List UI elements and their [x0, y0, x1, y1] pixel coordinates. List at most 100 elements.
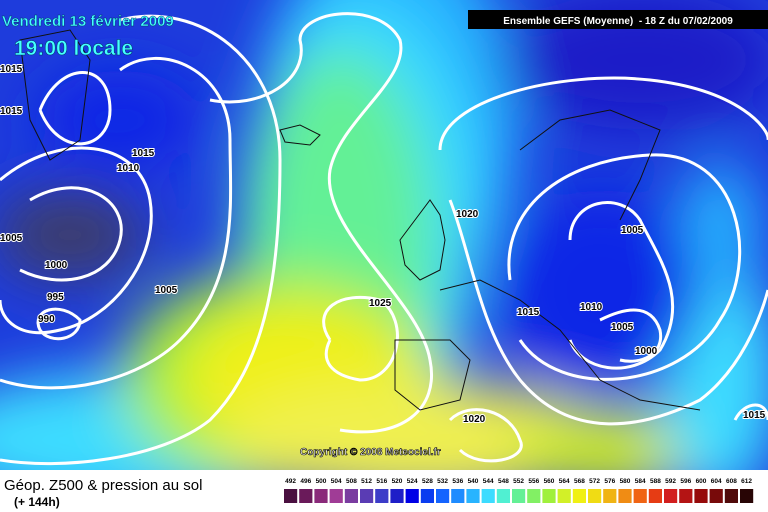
isobar — [209, 12, 433, 434]
scale-label: 560 — [544, 478, 555, 485]
isobar-label: 1005 — [611, 322, 634, 333]
scale-label: 512 — [361, 478, 372, 485]
scale-swatch — [299, 489, 313, 503]
coastlines — [19, 29, 701, 411]
scale-swatch — [390, 489, 404, 503]
scale-swatch — [329, 489, 343, 503]
scale-label: 572 — [589, 478, 600, 485]
scale-label: 544 — [483, 478, 494, 485]
isobar — [322, 295, 399, 382]
scale-label: 492 — [285, 478, 296, 485]
isobar-label: 1015 — [0, 64, 23, 75]
scale-label: 524 — [407, 478, 418, 485]
coastline — [519, 109, 661, 221]
model-banner — [468, 10, 768, 29]
scale-label: 608 — [726, 478, 737, 485]
isobar — [36, 307, 82, 341]
scale-swatch — [542, 489, 556, 503]
isobar-label: 995 — [47, 292, 64, 303]
isobar-label: 1025 — [369, 298, 392, 309]
footer-subtitle: (+ 144h) — [14, 495, 60, 509]
scale-swatch — [451, 489, 465, 503]
isobar — [448, 199, 768, 426]
scale-label: 520 — [392, 478, 403, 485]
isobar — [438, 76, 768, 151]
scale-swatch — [633, 489, 647, 503]
scale-label: 540 — [468, 478, 479, 485]
scale-swatch — [740, 489, 754, 503]
scale-label: 508 — [346, 478, 357, 485]
isobar — [38, 71, 112, 146]
isobar-label: 990 — [38, 314, 55, 325]
scale-label: 588 — [650, 478, 661, 485]
scale-swatch — [481, 489, 495, 503]
scale-label: 556 — [528, 478, 539, 485]
scale-swatch — [527, 489, 541, 503]
scale-swatch — [709, 489, 723, 503]
scale-swatch — [375, 489, 389, 503]
isobar-label: 1015 — [132, 148, 155, 159]
scale-swatch — [588, 489, 602, 503]
scale-label: 548 — [498, 478, 509, 485]
scale-label: 568 — [574, 478, 585, 485]
scale-swatch — [679, 489, 693, 503]
scale-swatch — [648, 489, 662, 503]
scale-label: 600 — [696, 478, 707, 485]
isobar-label: 1020 — [463, 414, 486, 425]
isobar-label: 1015 — [743, 410, 766, 421]
copyright: Copyright © 2008 Meteociel.fr — [300, 447, 441, 458]
isobar — [0, 56, 233, 390]
isobar — [448, 408, 523, 463]
scale-swatch — [618, 489, 632, 503]
isobar-labels: 1015 1015 1015 1010 1005 1000 1005 995 990 1025 10… — [0, 63, 767, 426]
scale-swatch — [694, 489, 708, 503]
scale-label: 612 — [741, 478, 752, 485]
isobar-label: 1015 — [517, 307, 540, 318]
scale-label: 528 — [422, 478, 433, 485]
weather-map: Ensemble GEFS (Moyenne) - 18 Z du 07/02/… — [0, 0, 768, 470]
scale-label: 604 — [711, 478, 722, 485]
scale-label: 532 — [437, 478, 448, 485]
scale-label: 576 — [604, 478, 615, 485]
scale-swatch — [344, 489, 358, 503]
scale-swatch — [603, 489, 617, 503]
coastline — [399, 199, 446, 281]
scale-label: 500 — [316, 478, 327, 485]
scale-label: 504 — [331, 478, 342, 485]
isobar — [733, 403, 768, 421]
scale-swatch — [436, 489, 450, 503]
scale-label: 584 — [635, 478, 646, 485]
scale-swatch — [405, 489, 419, 503]
scale-label: 580 — [620, 478, 631, 485]
scale-swatch — [466, 489, 480, 503]
isobar-label: 1000 — [45, 260, 68, 271]
isobar-label: 1010 — [117, 163, 140, 174]
isobar — [568, 201, 675, 370]
geopotential-field — [0, 0, 768, 470]
scale-swatch — [572, 489, 586, 503]
isobar — [0, 14, 282, 466]
scale-label: 516 — [376, 478, 387, 485]
isobar — [0, 146, 153, 335]
coastline — [394, 339, 471, 411]
isobar-label: 1010 — [580, 302, 603, 313]
isobar-label: 1000 — [635, 346, 658, 357]
isobars — [0, 12, 768, 466]
footer-title: Géop. Z500 & pression au sol — [4, 477, 202, 494]
scale-swatch — [557, 489, 571, 503]
scale-label: 552 — [513, 478, 524, 485]
scale-label: 496 — [300, 478, 311, 485]
isobar-label: 1005 — [155, 285, 178, 296]
forecast-date: Vendredi 13 février 2009 — [2, 13, 174, 30]
color-scale: 492 496 500 504 508 512 516 520 524 528 532 536 540 5… — [284, 478, 754, 503]
scale-swatch — [284, 489, 298, 503]
isobar-label: 1005 — [0, 233, 23, 244]
isobar-label: 1020 — [456, 209, 479, 220]
coastline — [279, 124, 321, 146]
scale-swatch — [724, 489, 738, 503]
scale-label: 592 — [665, 478, 676, 485]
model-info: Ensemble GEFS (Moyenne) - 18 Z du 07/02/… — [503, 16, 733, 27]
scale-label: 596 — [680, 478, 691, 485]
scale-swatch — [314, 489, 328, 503]
